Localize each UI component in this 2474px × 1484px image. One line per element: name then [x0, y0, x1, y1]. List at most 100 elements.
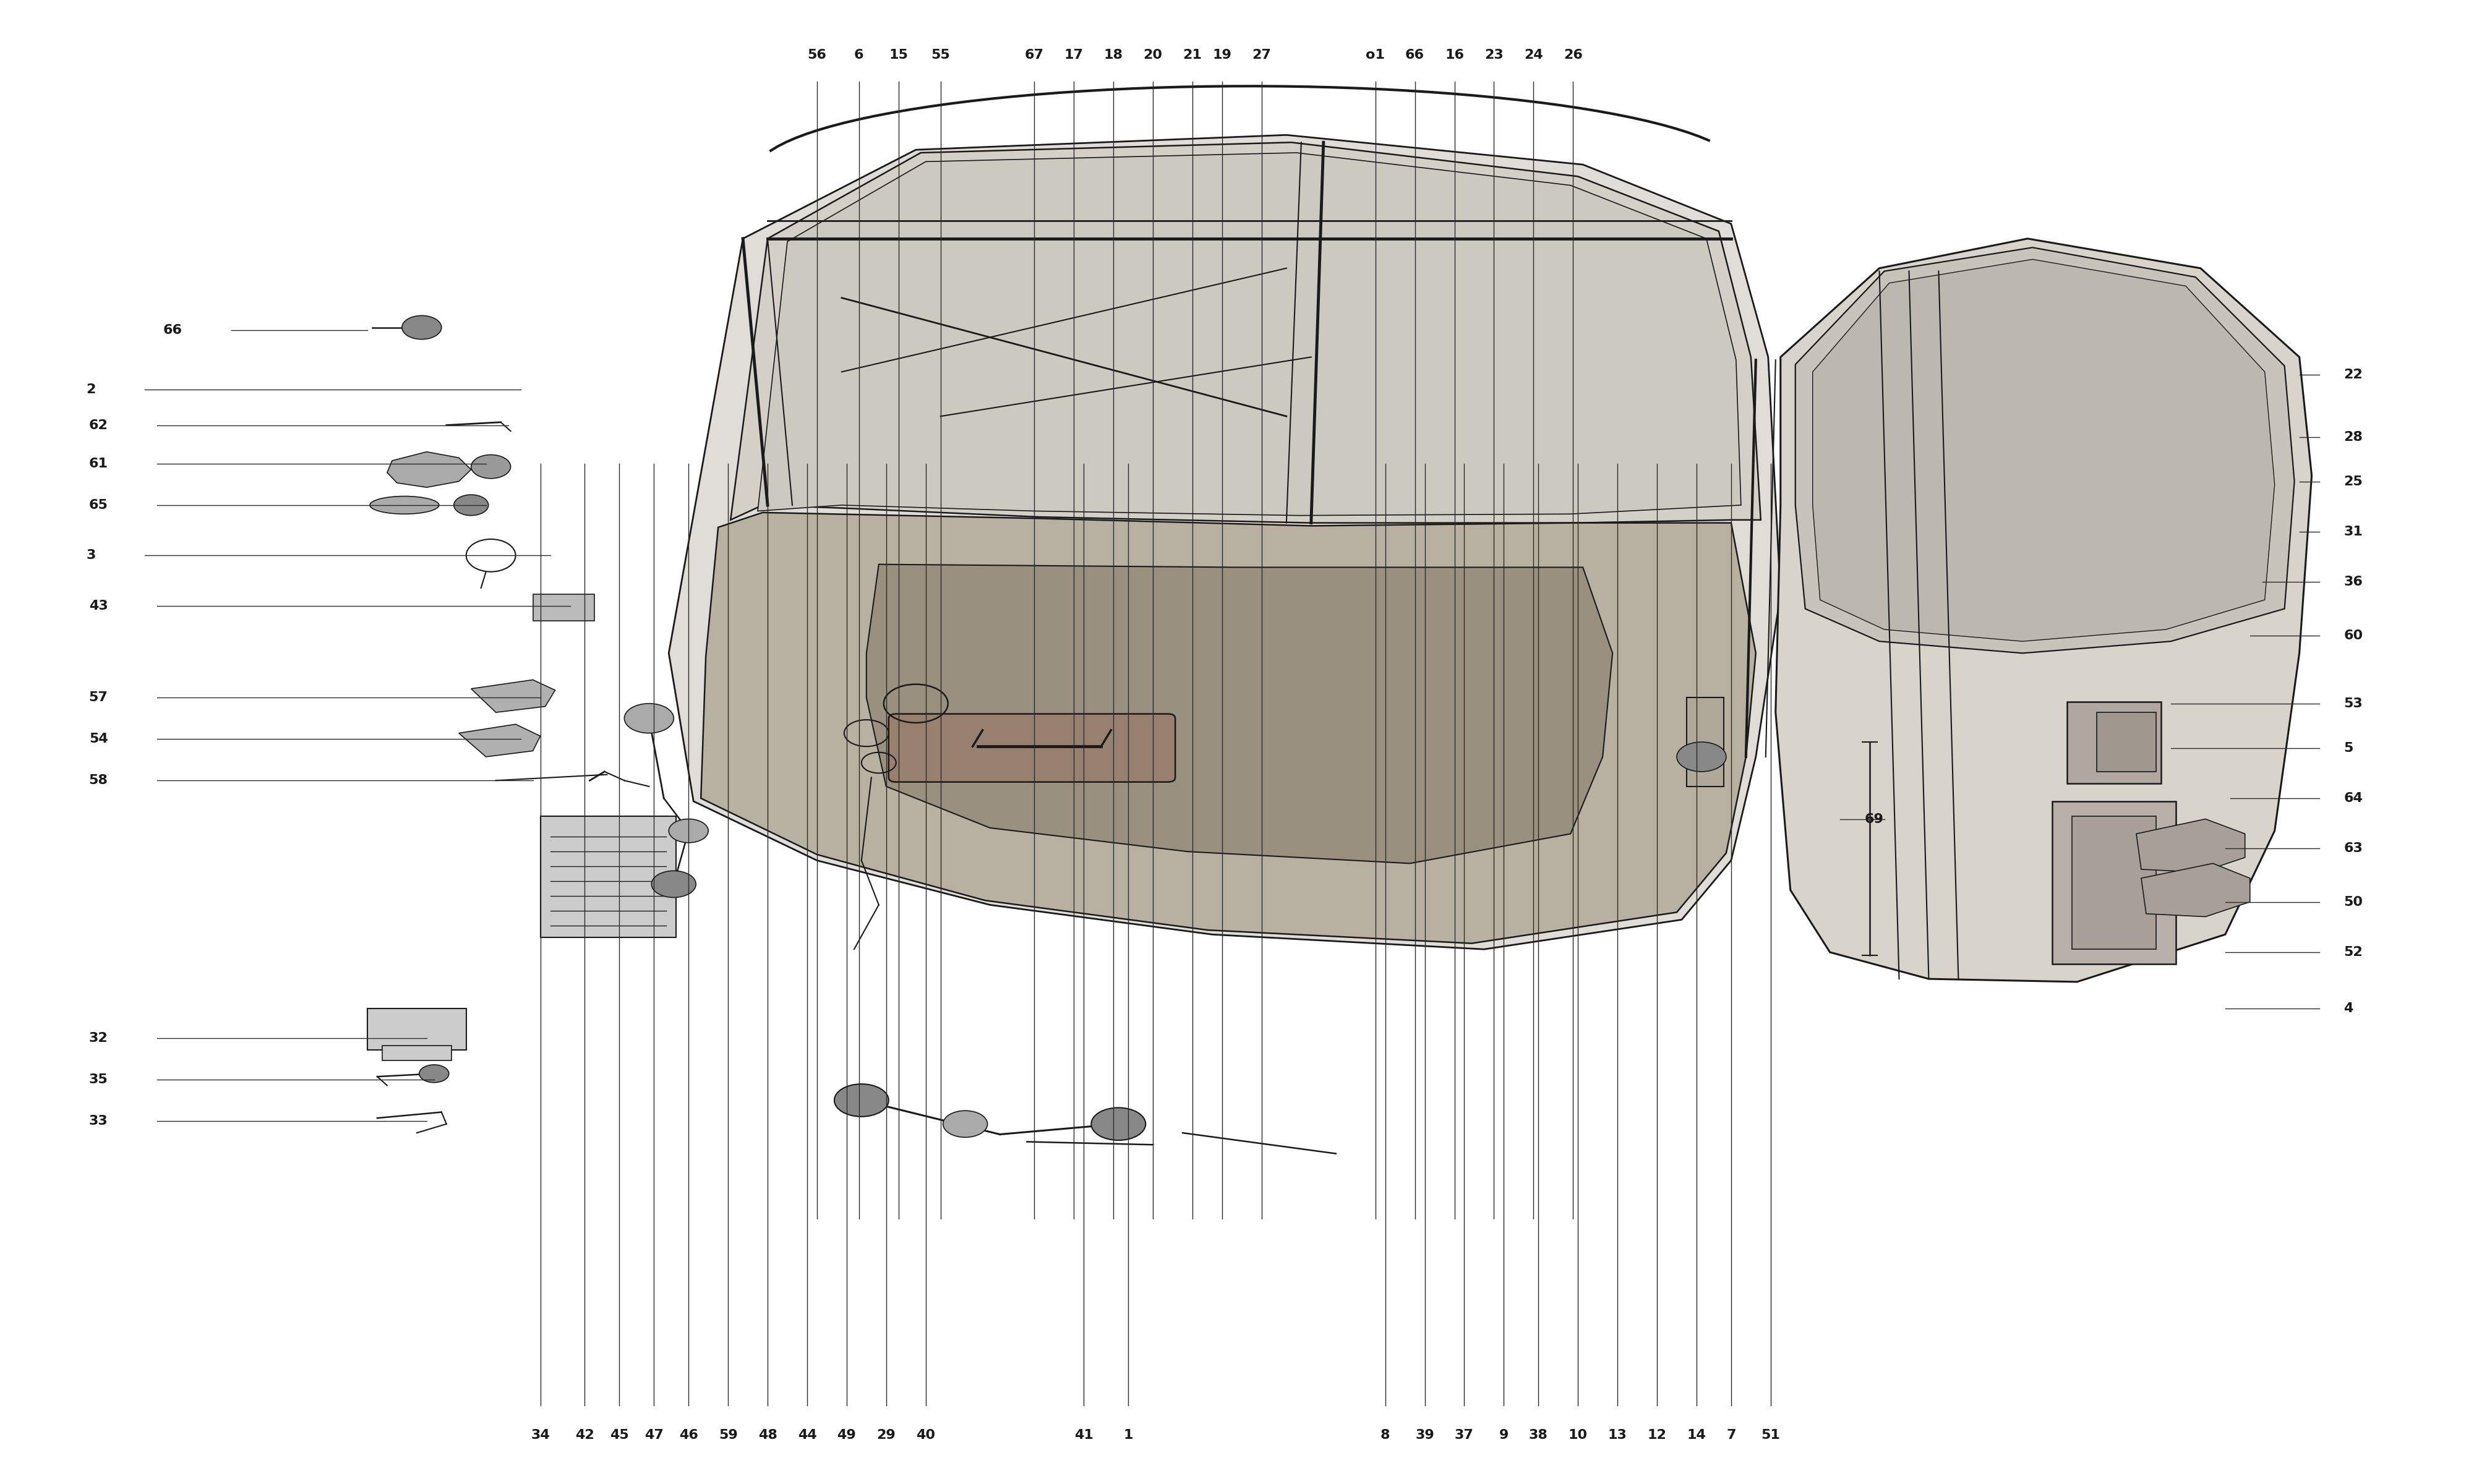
Text: 41: 41: [1074, 1429, 1094, 1441]
FancyBboxPatch shape: [381, 1046, 450, 1061]
Text: 67: 67: [1024, 49, 1044, 61]
Circle shape: [623, 703, 673, 733]
Circle shape: [1091, 1107, 1145, 1140]
FancyBboxPatch shape: [888, 714, 1175, 782]
Text: 66: 66: [163, 324, 183, 337]
Text: 12: 12: [1648, 1429, 1667, 1441]
Text: 23: 23: [1484, 49, 1504, 61]
Text: 6: 6: [854, 49, 863, 61]
Circle shape: [418, 1064, 448, 1082]
Text: 47: 47: [643, 1429, 663, 1441]
Text: 33: 33: [89, 1114, 109, 1128]
Text: 29: 29: [876, 1429, 896, 1441]
Text: 8: 8: [1380, 1429, 1390, 1441]
Text: 28: 28: [2343, 430, 2363, 444]
FancyBboxPatch shape: [532, 594, 594, 620]
Text: 51: 51: [1761, 1429, 1781, 1441]
Text: o1: o1: [1366, 49, 1385, 61]
Text: 3: 3: [87, 549, 96, 561]
Text: 61: 61: [89, 457, 109, 470]
Text: 31: 31: [2343, 525, 2363, 537]
Text: 56: 56: [807, 49, 826, 61]
Text: 54: 54: [89, 733, 109, 745]
Text: 15: 15: [888, 49, 908, 61]
Text: 34: 34: [532, 1429, 549, 1441]
Polygon shape: [386, 451, 470, 487]
Text: 24: 24: [1524, 49, 1544, 61]
Text: 62: 62: [89, 418, 109, 432]
Text: 22: 22: [2343, 368, 2363, 381]
Text: 25: 25: [2343, 475, 2363, 488]
Text: 45: 45: [611, 1429, 628, 1441]
Text: 14: 14: [1687, 1429, 1707, 1441]
Text: 9: 9: [1499, 1429, 1509, 1441]
Text: 17: 17: [1064, 49, 1084, 61]
Circle shape: [401, 316, 440, 340]
FancyBboxPatch shape: [1687, 697, 1724, 787]
Text: 65: 65: [89, 499, 109, 512]
Circle shape: [834, 1083, 888, 1116]
Polygon shape: [2135, 819, 2244, 873]
FancyBboxPatch shape: [539, 816, 675, 938]
Text: 66: 66: [1405, 49, 1425, 61]
Text: 27: 27: [1252, 49, 1272, 61]
Text: 18: 18: [1103, 49, 1123, 61]
Polygon shape: [700, 512, 1757, 944]
FancyBboxPatch shape: [366, 1009, 465, 1051]
Polygon shape: [1776, 239, 2311, 982]
Text: 43: 43: [89, 600, 109, 611]
Text: 26: 26: [1564, 49, 1583, 61]
Text: 4: 4: [2343, 1002, 2353, 1015]
FancyBboxPatch shape: [2053, 801, 2175, 965]
Polygon shape: [1796, 248, 2293, 653]
Text: 40: 40: [915, 1429, 935, 1441]
Text: 39: 39: [1415, 1429, 1435, 1441]
Text: 2: 2: [87, 383, 96, 396]
Polygon shape: [470, 680, 554, 712]
Text: 7: 7: [1727, 1429, 1737, 1441]
Text: 58: 58: [89, 775, 109, 787]
Text: 57: 57: [89, 692, 109, 703]
Polygon shape: [866, 564, 1613, 864]
Text: 49: 49: [836, 1429, 856, 1441]
Text: 19: 19: [1212, 49, 1232, 61]
Text: 55: 55: [930, 49, 950, 61]
Circle shape: [453, 494, 487, 515]
Circle shape: [668, 819, 708, 843]
Text: 69: 69: [1865, 813, 1883, 825]
Text: 36: 36: [2343, 576, 2363, 588]
Circle shape: [943, 1110, 987, 1137]
Text: 46: 46: [678, 1429, 698, 1441]
Text: 37: 37: [1455, 1429, 1475, 1441]
Text: 44: 44: [797, 1429, 816, 1441]
Text: 1: 1: [1123, 1429, 1133, 1441]
Text: 16: 16: [1445, 49, 1465, 61]
Text: 52: 52: [2343, 947, 2363, 959]
Text: 63: 63: [2343, 843, 2363, 855]
Text: 21: 21: [1183, 49, 1202, 61]
Text: 60: 60: [2343, 629, 2363, 641]
Polygon shape: [1813, 260, 2274, 641]
Text: 20: 20: [1143, 49, 1163, 61]
Ellipse shape: [369, 496, 438, 513]
FancyBboxPatch shape: [2068, 702, 2160, 784]
Polygon shape: [458, 724, 539, 757]
Text: 38: 38: [1529, 1429, 1549, 1441]
Text: 50: 50: [2343, 896, 2363, 908]
FancyBboxPatch shape: [2098, 712, 2155, 772]
Text: 10: 10: [1569, 1429, 1588, 1441]
Text: 5: 5: [2343, 742, 2353, 754]
Polygon shape: [668, 135, 1781, 950]
Text: 53: 53: [2343, 697, 2363, 709]
Text: 32: 32: [89, 1031, 109, 1045]
Polygon shape: [757, 153, 1742, 515]
Text: 59: 59: [717, 1429, 737, 1441]
FancyBboxPatch shape: [2073, 816, 2155, 950]
Text: 35: 35: [89, 1073, 109, 1086]
Text: 48: 48: [757, 1429, 777, 1441]
Polygon shape: [730, 142, 1761, 522]
Polygon shape: [2140, 864, 2249, 917]
Text: 13: 13: [1608, 1429, 1628, 1441]
Text: 64: 64: [2343, 792, 2363, 804]
Circle shape: [651, 871, 695, 898]
